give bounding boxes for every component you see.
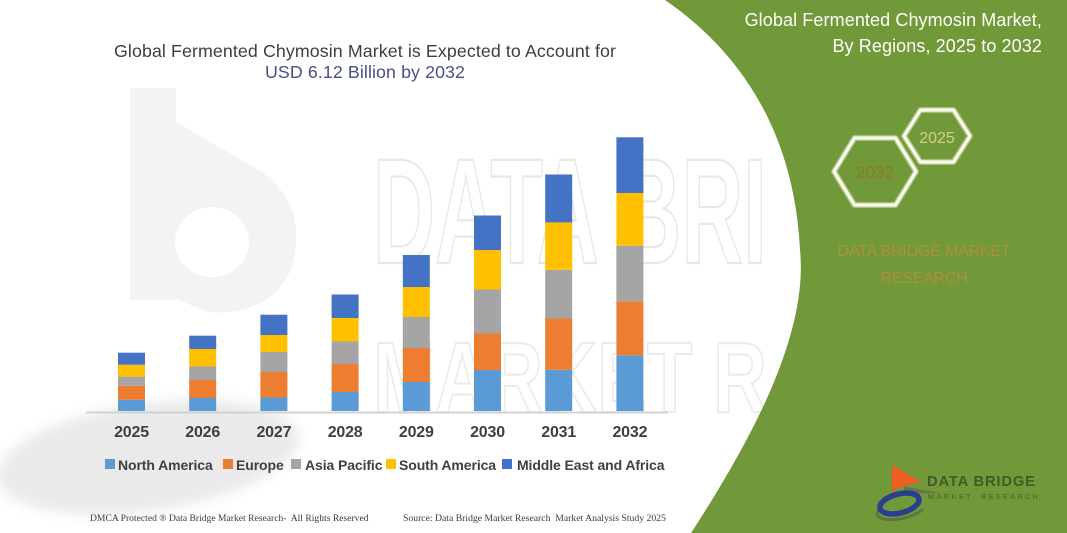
svg-text:2025: 2025 bbox=[919, 130, 955, 147]
svg-text:2032: 2032 bbox=[856, 163, 894, 182]
